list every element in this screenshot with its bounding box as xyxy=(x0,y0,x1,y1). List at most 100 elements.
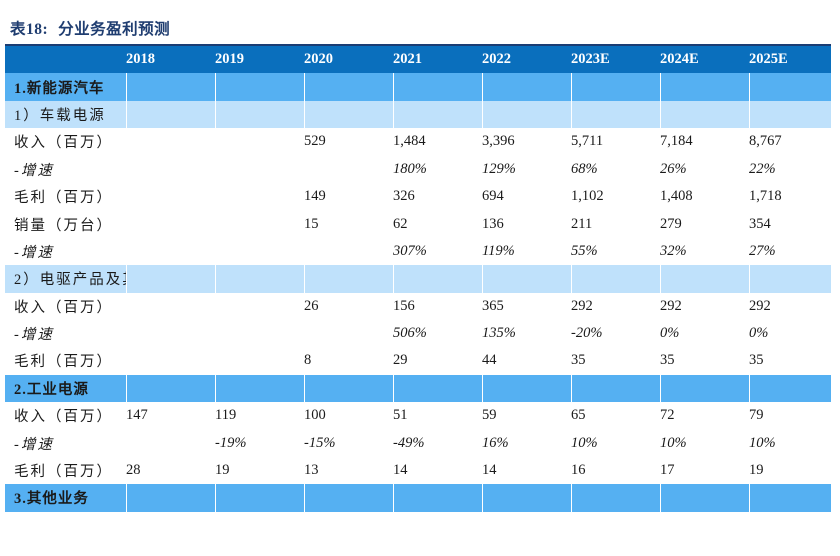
row-label: 收入（百万） xyxy=(14,135,113,152)
column-header: 2019 xyxy=(215,46,304,74)
table-cell: 326 xyxy=(393,188,415,205)
table-cell xyxy=(125,484,215,512)
table-cell xyxy=(570,484,660,512)
table-cell xyxy=(392,265,482,293)
table-cell xyxy=(304,238,393,265)
table-cell: 3,396 xyxy=(482,133,515,150)
table-cell: 17 xyxy=(660,462,675,479)
table-cell: 68% xyxy=(571,160,598,177)
table-cell xyxy=(126,238,215,265)
table-cell: 10% xyxy=(571,434,598,451)
table-cell: 32% xyxy=(660,242,687,259)
table-cell: 119 xyxy=(215,407,237,424)
table-cell xyxy=(125,265,215,293)
table-cell xyxy=(126,183,215,210)
table-cell xyxy=(481,484,571,512)
table-row: -增速 307% 119% 55% 32% 27% xyxy=(5,238,831,265)
table-cell: 19 xyxy=(215,462,230,479)
table-cell: 14 xyxy=(393,462,408,479)
table-cell: 62 xyxy=(393,215,408,232)
table-cell: 694 xyxy=(482,188,504,205)
table-cell xyxy=(748,100,831,129)
table-cell: 292 xyxy=(749,297,771,314)
table-cell xyxy=(215,183,304,210)
table-cell xyxy=(570,374,660,403)
table-title: 表18: 分业务盈利预测 xyxy=(10,17,170,43)
table-cell: 8 xyxy=(304,352,312,369)
table-row: 收入（百万） 26 156 365 292 292 292 xyxy=(5,293,831,320)
table-cell xyxy=(392,484,482,512)
section-row: 2.工业电源 xyxy=(5,374,831,403)
table-cell: 19 xyxy=(749,462,764,479)
table-cell: 307% xyxy=(393,242,427,259)
section-row: 3.其他业务 xyxy=(5,484,831,512)
table-cell: 10% xyxy=(660,434,687,451)
table-cell xyxy=(570,73,660,101)
table-cell: -49% xyxy=(393,434,425,451)
table-cell: 100 xyxy=(304,407,326,424)
table-row: -增速 180% 129% 68% 26% 22% xyxy=(5,156,831,183)
row-label: 毛利（百万） xyxy=(14,354,113,371)
row-label: 毛利（百万） xyxy=(14,464,113,481)
column-header: 2025E xyxy=(749,46,831,74)
table-cell: 35 xyxy=(749,352,764,369)
table-cell: 1,484 xyxy=(393,133,426,150)
table-cell xyxy=(214,73,304,101)
table-number: 表18: xyxy=(10,21,49,38)
table-cell xyxy=(748,265,831,293)
table-cell xyxy=(303,100,393,129)
table-cell xyxy=(214,100,304,129)
table-row: 收入（百万） 147 119 100 51 59 65 72 79 xyxy=(5,402,831,429)
table-row: -增速 506% 135% -20% 0% 0% xyxy=(5,320,831,347)
table-cell: 180% xyxy=(393,160,427,177)
table-cell xyxy=(125,100,215,129)
header-label-cell xyxy=(5,46,126,74)
table-cell: 0% xyxy=(660,325,680,342)
table-cell: 59 xyxy=(482,407,497,424)
table-cell: 79 xyxy=(749,407,764,424)
table-cell: 14 xyxy=(482,462,497,479)
table-cell xyxy=(215,210,304,237)
table-cell: 13 xyxy=(304,462,319,479)
row-label: -增速 xyxy=(14,436,54,453)
table-cell xyxy=(392,73,482,101)
row-label: -增速 xyxy=(14,162,54,179)
table-cell: 16% xyxy=(482,434,509,451)
table-cell xyxy=(570,265,660,293)
table-cell xyxy=(215,156,304,183)
table-cell xyxy=(392,374,482,403)
subsection-row: 1）车载电源 xyxy=(5,100,831,129)
table-cell xyxy=(748,374,831,403)
header-row: 2018 2019 2020 2021 2022 2023E 2024E 202… xyxy=(5,46,831,74)
table-cell xyxy=(215,128,304,155)
table-cell xyxy=(659,374,749,403)
table-cell: 22% xyxy=(749,160,776,177)
table-caption: 分业务盈利预测 xyxy=(58,21,171,38)
row-label: 3.其他业务 xyxy=(5,484,126,512)
table-cell: 26 xyxy=(304,297,319,314)
table-cell xyxy=(570,100,660,129)
row-label: 2）电驱产品及其他 xyxy=(5,265,126,293)
table-cell: 65 xyxy=(571,407,586,424)
table-cell xyxy=(214,484,304,512)
column-header: 2021 xyxy=(393,46,482,74)
table-cell xyxy=(303,374,393,403)
table-cell: 292 xyxy=(571,297,593,314)
table-cell: 149 xyxy=(304,188,326,205)
row-label: -增速 xyxy=(14,327,54,344)
table-cell: 27% xyxy=(749,242,776,259)
table-cell xyxy=(126,210,215,237)
table-cell: 129% xyxy=(482,160,516,177)
table-cell xyxy=(125,73,215,101)
table-cell: 1,102 xyxy=(571,188,604,205)
table-cell: 7,184 xyxy=(660,133,693,150)
table-cell xyxy=(215,347,304,374)
row-label: 1.新能源汽车 xyxy=(5,73,126,101)
table-cell: 28 xyxy=(126,462,141,479)
table-body: 1.新能源汽车 1）车载电源 收入（百万） 529 1,484 3,396 5,711 7,1… xyxy=(5,73,831,512)
row-label: 收入（百万） xyxy=(14,299,113,316)
table-cell: 55% xyxy=(571,242,598,259)
row-label: 毛利（百万） xyxy=(14,190,113,207)
section-row: 1.新能源汽车 xyxy=(5,73,831,101)
table-cell: 8,767 xyxy=(749,133,782,150)
